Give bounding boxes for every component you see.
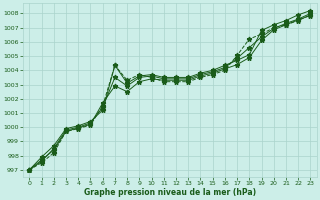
X-axis label: Graphe pression niveau de la mer (hPa): Graphe pression niveau de la mer (hPa) [84, 188, 256, 197]
